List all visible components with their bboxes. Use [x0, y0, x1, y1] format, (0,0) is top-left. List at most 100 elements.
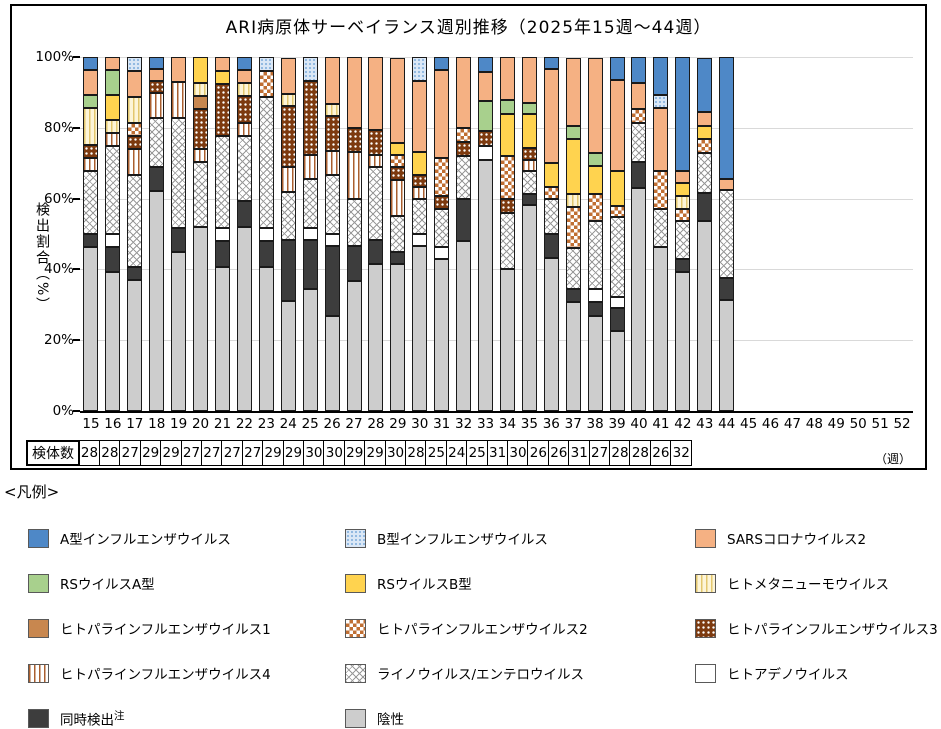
segment-rs_a	[565, 125, 581, 140]
segment-sars2	[478, 71, 494, 102]
x-tick-label-23: 23	[257, 416, 275, 432]
segment-hpiv3	[412, 175, 428, 187]
segment-codetect	[149, 166, 165, 192]
segment-codetect	[675, 259, 691, 272]
bar-week-34	[499, 57, 515, 411]
sample-count-week-42: 28	[629, 440, 652, 466]
segment-hmpv	[193, 83, 209, 97]
segment-flu_a	[83, 57, 99, 70]
segment-rhino	[105, 145, 121, 235]
segment-hpiv2	[499, 156, 515, 199]
segment-rhino	[258, 96, 274, 228]
segment-sars2	[675, 170, 691, 184]
bar-week-15	[83, 57, 99, 411]
segment-codetect	[543, 234, 559, 258]
x-tick-label-31: 31	[433, 416, 451, 432]
segment-negative	[434, 259, 450, 411]
segment-codetect	[324, 245, 340, 317]
segment-sars2	[149, 69, 165, 82]
legend-label-rs_a: RSウイルスA型	[60, 577, 155, 593]
segment-negative	[280, 301, 296, 411]
sample-count-week-41: 28	[609, 440, 631, 466]
segment-hpiv4	[105, 132, 121, 146]
segment-hpiv2	[565, 207, 581, 248]
segment-rs_b	[543, 163, 559, 187]
segment-rhino	[565, 247, 581, 289]
y-axis-title: 検出割合（%）	[34, 202, 50, 314]
sample-count-week-16: 28	[98, 440, 121, 466]
x-tick-label-47: 47	[783, 416, 802, 432]
y-axis-tick	[73, 56, 80, 58]
sample-count-week-26: 30	[302, 440, 325, 466]
x-tick-label-27: 27	[345, 416, 363, 432]
segment-flu_a	[236, 57, 252, 71]
segment-rhino	[171, 118, 187, 228]
y-axis-tick	[73, 410, 80, 412]
sample-count-week-25: 29	[282, 440, 305, 466]
x-tick-label-21: 21	[213, 416, 232, 432]
segment-hpiv2	[434, 158, 450, 196]
segment-sars2	[83, 69, 99, 95]
segment-flu_a	[719, 57, 735, 179]
segment-hpiv3	[127, 135, 143, 150]
legend-label-adeno: ヒトアデノウイルス	[727, 667, 849, 683]
segment-rhino	[302, 179, 318, 228]
x-tick-label-32: 32	[455, 416, 473, 432]
segment-negative	[149, 191, 165, 411]
sample-count-week-19: 29	[160, 440, 183, 466]
sample-count-week-35: 31	[486, 440, 509, 466]
segment-rhino	[434, 208, 450, 247]
segment-sars2	[631, 83, 647, 110]
y-tick-label: 0%	[52, 403, 74, 419]
gridline	[80, 127, 913, 129]
segment-flu_a	[675, 57, 691, 171]
segment-hpiv4	[368, 154, 384, 167]
segment-hpiv2	[127, 122, 143, 136]
legend-item-sars2: SARSコロナウイルス2	[695, 528, 866, 548]
legend-item-rs_b: RSウイルスB型	[345, 573, 472, 593]
segment-rhino	[412, 198, 428, 235]
legend-swatch-adeno	[695, 663, 716, 683]
segment-adeno	[587, 288, 603, 303]
sample-count-week-44: 32	[670, 440, 693, 466]
segment-hpiv4	[390, 179, 406, 216]
segment-hpiv4	[236, 122, 252, 136]
segment-sars2	[434, 69, 450, 159]
x-tick-label-22: 22	[235, 416, 253, 432]
segment-codetect	[280, 240, 296, 302]
segment-hpiv2	[543, 186, 559, 199]
bar-week-22	[236, 57, 252, 411]
segment-codetect	[697, 193, 713, 221]
legend-swatch-negative	[345, 708, 366, 728]
segment-negative	[214, 266, 230, 411]
sample-count-week-18: 29	[139, 440, 162, 466]
segment-rhino	[83, 170, 99, 235]
y-tick-label: 40%	[43, 261, 74, 278]
chart-frame: ARI病原体サーベイランス週別推移（2025年15週～44週） 検出割合（%） …	[10, 4, 927, 470]
legend-label-hpiv2: ヒトパラインフルエンザウイルス2	[377, 622, 588, 638]
segment-rhino	[543, 198, 559, 235]
segment-rhino	[697, 152, 713, 194]
segment-negative	[543, 257, 559, 411]
segment-codetect	[83, 234, 99, 247]
x-tick-label-42: 42	[674, 416, 692, 432]
segment-negative	[609, 331, 625, 411]
segment-rhino	[149, 117, 165, 167]
segment-flu_a	[653, 57, 669, 95]
segment-sars2	[609, 79, 625, 172]
segment-hpiv4	[127, 149, 143, 176]
segment-sars2	[171, 57, 187, 82]
segment-rs_b	[697, 125, 713, 140]
segment-sars2	[105, 57, 121, 70]
plot-area	[73, 56, 913, 413]
segment-rhino	[193, 161, 209, 228]
segment-hmpv	[127, 96, 143, 123]
segment-sars2	[324, 57, 340, 105]
segment-negative	[697, 220, 713, 411]
segment-hpiv3	[346, 127, 362, 152]
x-tick-label-48: 48	[805, 416, 823, 432]
x-tick-label-39: 39	[608, 416, 626, 432]
segment-codetect	[302, 240, 318, 289]
segment-negative	[258, 266, 274, 411]
